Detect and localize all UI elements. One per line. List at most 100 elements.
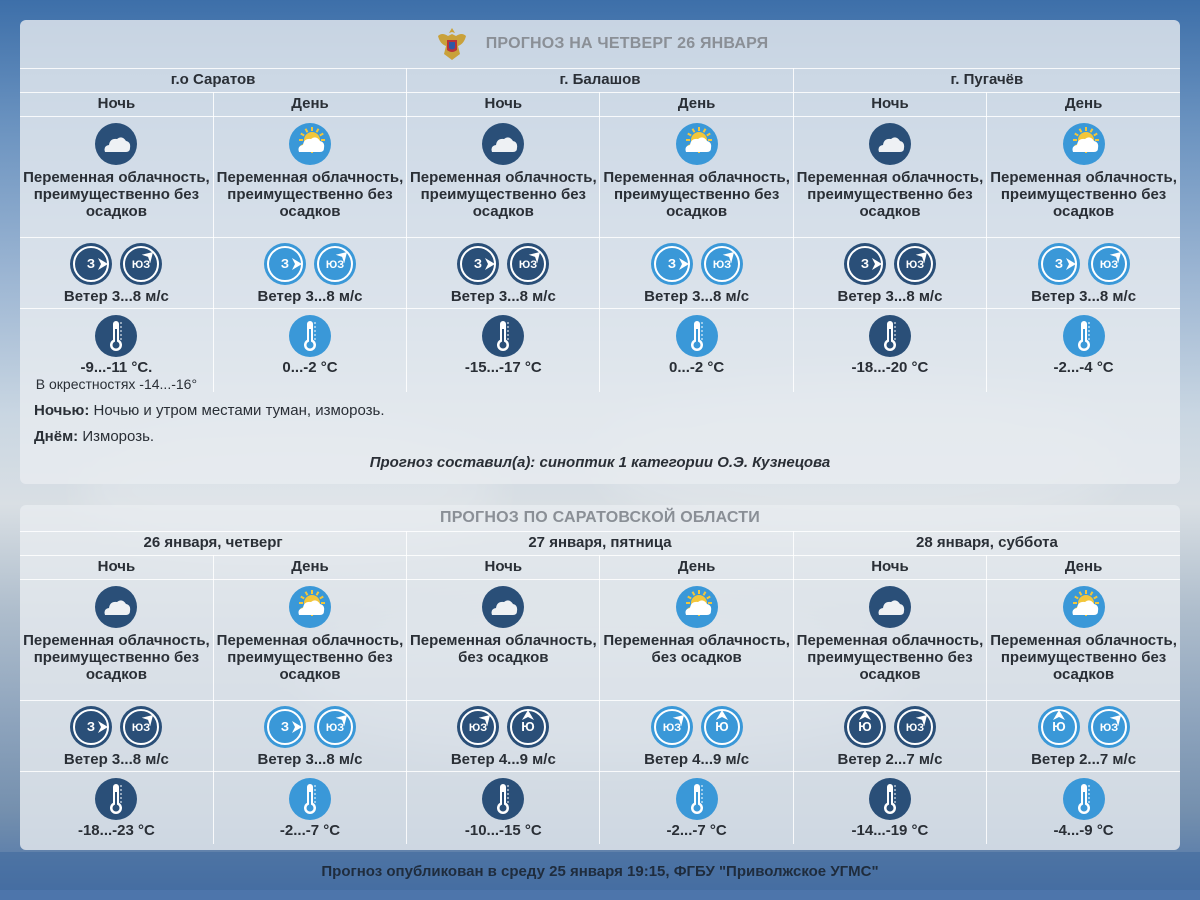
wind-speed: Ветер 3...8 м/с [644,288,750,305]
sky-description: Переменная облачность, преимущественно б… [216,169,404,220]
wind-speed: Ветер 2...7 м/с [837,751,943,768]
wind-direction-icon: ЮЗ [893,243,936,285]
wind-speed: Ветер 3...8 м/с [63,288,169,305]
temperature-cell: -9...-11 °С. В окрестностях -14...-16° [20,308,214,392]
temperature-value: 0...-2 °С [669,359,725,376]
region-forecast-table: 26 января, четверг 27 января, пятница 28 я… [20,531,1180,844]
svg-text:З: З [281,256,289,271]
sky-description: Переменная облачность, преимущественно б… [796,632,984,683]
period-label: Ночь [406,555,601,580]
sky-description: Переменная облачность, без осадков [410,632,597,666]
svg-text:ЮЗ: ЮЗ [132,259,150,271]
wind-icons: З ЮЗ [794,242,986,286]
svg-text:З: З [474,256,482,271]
city-name: г.о Саратов [20,68,408,93]
wind-speed: Ветер 3...8 м/с [1031,288,1137,305]
period-label: Ночь [792,555,988,580]
wind-icons: Ю ЮЗ [987,705,1180,749]
city-forecast-panel: ПРОГНОЗ НА ЧЕТВЕРГ 26 ЯНВАРЯ г.о Саратов… [20,20,1180,484]
svg-text:ЮЗ: ЮЗ [713,259,731,271]
thermometer-icon [482,778,525,820]
forecast-author: Прогноз составил(а): синоптик 1 категори… [369,454,831,471]
svg-text:З: З [87,719,95,734]
temperature-cell: 0...-2 °С [599,308,794,392]
wind-icons: З ЮЗ [20,705,213,749]
svg-text:Ю: Ю [522,719,535,734]
cloud-night-icon [482,123,525,165]
wind-direction-icon: ЮЗ [650,706,693,748]
temperature-value: -2...-7 °С [666,822,727,839]
wind-icons: Ю ЮЗ [794,705,986,749]
wind-icons: З ЮЗ [407,242,599,286]
wind-speed: Ветер 3...8 м/с [257,288,363,305]
publication-footer: Прогноз опубликован в среду 25 января 19… [0,852,1200,890]
svg-text:ЮЗ: ЮЗ [326,722,344,734]
thermometer-icon [1062,778,1105,820]
sky-icon-wrap [794,585,986,629]
wind-cell: ЮЗ Ю Ветер 4...9 м/с [599,700,794,772]
sky-cell: Переменная облачность, преимущественно б… [792,579,988,701]
sky-icon-wrap [600,122,792,166]
wind-direction-icon: Ю [507,706,550,748]
wind-speed: Ветер 4...9 м/с [450,751,556,768]
cloud-night-icon [868,123,911,165]
period-label: День [599,555,794,580]
thermometer-wrap [987,777,1180,821]
day-note: Днём: Изморозь. [34,428,1166,445]
city-forecast-header: ПРОГНОЗ НА ЧЕТВЕРГ 26 ЯНВАРЯ [20,20,1180,68]
wind-cell: З ЮЗ Ветер 3...8 м/с [20,237,214,309]
temperature-outskirts: В окрестностях -14...-16° [35,376,198,392]
svg-text:ЮЗ: ЮЗ [663,722,681,734]
thermometer-icon [288,315,331,357]
temperature-cell: -15...-17 °С [406,308,601,392]
svg-text:З: З [668,256,676,271]
sky-icon-wrap [214,585,406,629]
temperature-cell: -2...-4 °С [986,308,1180,392]
wind-direction-icon: З [70,243,113,285]
sky-icon-wrap [214,122,406,166]
wind-cell: З ЮЗ Ветер 3...8 м/с [212,237,408,309]
temperature-value: -10...-15 °С [464,822,542,839]
cloud-sun-icon [1062,586,1105,628]
temperature-value: -15...-17 °С [464,359,542,376]
temperature-value: -14...-19 °С [851,822,929,839]
night-note-text: Ночью и утром местами туман, изморозь. [93,402,385,419]
sky-cell: Переменная облачность, преимущественно б… [986,116,1180,238]
day-note-label: Днём: [34,428,79,445]
svg-text:З: З [87,256,95,271]
wind-direction-icon: ЮЗ [1087,243,1130,285]
wind-icons: ЮЗ Ю [600,705,792,749]
region-forecast-panel: ПРОГНОЗ ПО САРАТОВСКОЙ ОБЛАСТИ 26 января… [20,505,1180,850]
sky-cell: Переменная облачность, преимущественно б… [20,579,214,701]
wind-direction-icon: ЮЗ [893,706,936,748]
svg-text:Ю: Ю [1052,719,1065,734]
svg-text:Ю: Ю [715,719,728,734]
wind-direction-icon: ЮЗ [507,243,550,285]
thermometer-icon [95,315,138,357]
period-label: День [212,92,408,117]
wind-direction-icon: ЮЗ [120,706,163,748]
cloud-night-icon [95,586,138,628]
sky-icon-wrap [407,122,599,166]
day-note-text: Изморозь. [82,428,155,445]
wind-cell: Ю ЮЗ Ветер 2...7 м/с [792,700,988,772]
period-label: Ночь [20,92,214,117]
sky-description: Переменная облачность, преимущественно б… [990,169,1177,220]
cloud-night-icon [482,586,525,628]
footer-strip [0,890,1200,900]
svg-text:ЮЗ: ЮЗ [906,259,924,271]
wind-speed: Ветер 4...9 м/с [644,751,750,768]
thermometer-wrap [794,777,986,821]
temperature-value: -4...-9 °С [1053,822,1114,839]
wind-icons: ЮЗ Ю [407,705,599,749]
wind-icons: З ЮЗ [20,242,213,286]
period-label: Ночь [406,92,601,117]
wind-cell: З ЮЗ Ветер 3...8 м/с [599,237,794,309]
sky-description: Переменная облачность, без осадков [603,632,790,666]
wind-icons: З ЮЗ [214,705,406,749]
temperature-cell: -18...-23 °С [20,771,214,844]
thermometer-wrap [20,777,213,821]
svg-text:З: З [861,256,869,271]
cloud-sun-icon [675,586,718,628]
svg-text:З: З [1054,256,1062,271]
